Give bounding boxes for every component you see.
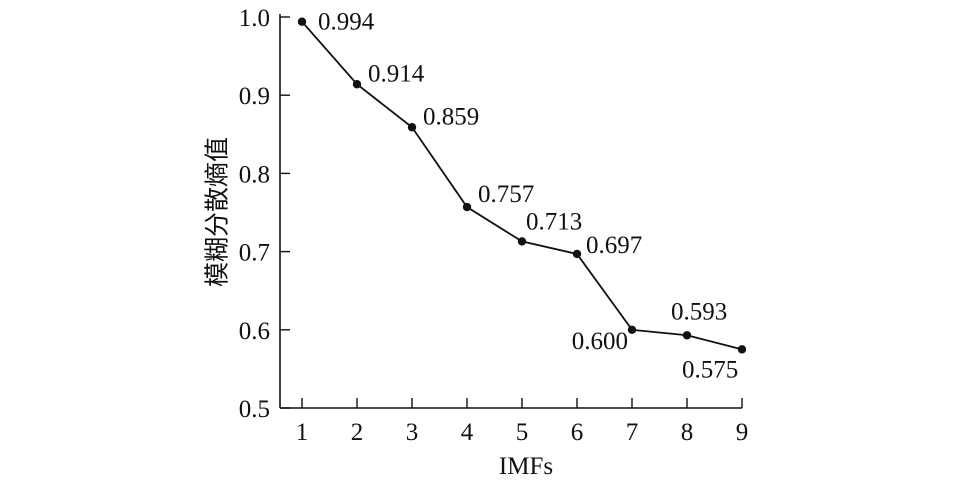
x-tick-label-6: 7 bbox=[626, 419, 639, 446]
points bbox=[297, 17, 747, 354]
data-label-4: 0.713 bbox=[526, 208, 582, 235]
x-tick-label-0: 1 bbox=[296, 419, 309, 446]
data-point-5 bbox=[572, 249, 582, 259]
data-label-3: 0.757 bbox=[478, 181, 534, 208]
data-point-8 bbox=[737, 345, 747, 354]
x-tick-label-3: 4 bbox=[461, 419, 474, 446]
x-tick-label-8: 9 bbox=[736, 419, 749, 446]
data-label-1: 0.914 bbox=[368, 60, 425, 87]
x-axis-title: IMFs bbox=[499, 453, 553, 480]
y-tick-label-2: 0.7 bbox=[239, 240, 270, 267]
axes bbox=[279, 14, 742, 409]
y-tick-label-1: 0.6 bbox=[239, 318, 270, 345]
data-point-1 bbox=[352, 80, 362, 89]
data-label-5: 0.697 bbox=[586, 232, 642, 259]
x-tick-label-4: 5 bbox=[516, 419, 529, 446]
data-label-6: 0.600 bbox=[572, 328, 628, 355]
x-tick-label-5: 6 bbox=[571, 419, 584, 446]
x-ticks: 1 2 3 4 5 6 7 8 9 bbox=[296, 398, 749, 446]
x-tick-label-7: 8 bbox=[681, 419, 694, 446]
y-tick-label-0: 0.5 bbox=[239, 396, 270, 423]
data-point-4 bbox=[517, 237, 527, 246]
data-point-7 bbox=[682, 331, 692, 340]
x-tick-label-2: 3 bbox=[406, 419, 419, 446]
y-ticks: 0.5 0.6 0.7 0.8 0.9 1.0 bbox=[239, 5, 290, 423]
data-label-0: 0.994 bbox=[318, 9, 375, 36]
y-tick-label-4: 0.9 bbox=[239, 83, 270, 110]
x-tick-label-1: 2 bbox=[351, 419, 364, 446]
data-label-7: 0.593 bbox=[671, 298, 727, 325]
y-axis-title: 模糊分散熵值 bbox=[204, 137, 232, 287]
y-tick-label-3: 0.8 bbox=[239, 161, 270, 188]
data-point-6 bbox=[627, 325, 637, 334]
data-point-3 bbox=[462, 202, 472, 212]
data-label-2: 0.859 bbox=[423, 103, 479, 130]
y-tick-label-5: 1.0 bbox=[239, 5, 270, 32]
data-label-8: 0.575 bbox=[682, 356, 738, 383]
data-point-2 bbox=[407, 123, 417, 132]
data-point-0 bbox=[297, 17, 307, 26]
